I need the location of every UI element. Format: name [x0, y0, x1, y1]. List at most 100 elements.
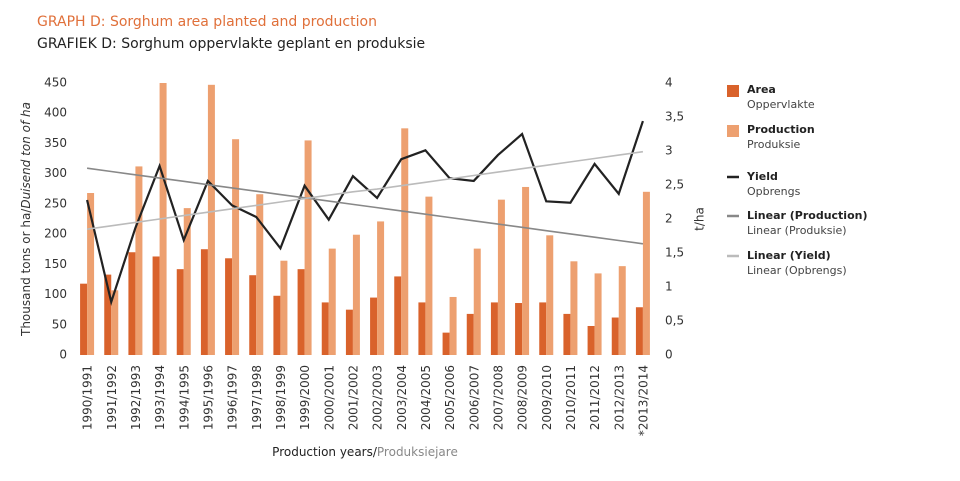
- line-series: [86, 167, 644, 245]
- bar: [225, 258, 233, 355]
- bar: [515, 303, 523, 355]
- y-tick-label: 450: [44, 76, 67, 90]
- legend-label: Linear (Yield): [747, 249, 831, 262]
- bar: [394, 276, 402, 355]
- bar: [466, 313, 474, 355]
- x-tick-label: 1992/1993: [129, 365, 143, 430]
- x-label-af: Produksiejare: [377, 445, 458, 459]
- y2-tick-label: 2,5: [665, 178, 684, 192]
- y2-tick-label: 2: [665, 212, 673, 226]
- x-tick-label: 1993/1994: [153, 365, 167, 430]
- x-tick-label: 1995/1996: [201, 365, 215, 430]
- y-tick-label: 50: [52, 317, 67, 331]
- x-tick-label: 2008/2009: [516, 365, 530, 430]
- x-tick-label: 2004/2005: [419, 365, 433, 430]
- bar: [183, 208, 191, 355]
- bar: [563, 313, 571, 355]
- y-tick-label: 400: [44, 106, 67, 120]
- bar: [328, 248, 336, 355]
- bar: [490, 302, 498, 355]
- bar: [207, 84, 215, 356]
- x-tick-label: 2009/2010: [540, 365, 554, 430]
- bar: [611, 317, 619, 355]
- x-tick-label: 2006/2007: [467, 365, 481, 430]
- y-tick-label: 150: [44, 257, 67, 271]
- legend-label: Yield: [746, 170, 778, 183]
- x-tick-label: 2011/2012: [588, 365, 602, 430]
- x-tick-label: 1998/1999: [274, 365, 288, 430]
- bar: [256, 194, 264, 355]
- legend-swatch: [727, 85, 739, 97]
- bar: [352, 234, 360, 355]
- x-tick-label: 2002/2003: [371, 365, 385, 430]
- chart-subtitle: GRAFIEK D: Sorghum oppervlakte geplant e…: [37, 36, 425, 52]
- bar: [273, 295, 281, 355]
- bar: [280, 260, 288, 355]
- y-label-af: Duisend ton of ha: [19, 102, 33, 209]
- y-tick-label: 250: [44, 196, 67, 210]
- x-tick-label: 2005/2006: [443, 365, 457, 430]
- line-series: [86, 150, 644, 230]
- bar: [135, 166, 143, 355]
- x-axis-label: Production years/Produksiejare: [272, 445, 458, 459]
- y-tick-label: 350: [44, 136, 67, 150]
- bar: [128, 252, 136, 355]
- bar: [642, 191, 650, 355]
- legend-sublabel: Oppervlakte: [747, 98, 815, 111]
- bar: [249, 275, 257, 355]
- bar: [497, 199, 505, 355]
- bar: [200, 249, 208, 355]
- x-tick-label: 2003/2004: [395, 365, 409, 430]
- legend-label: Linear (Production): [747, 209, 868, 222]
- bar: [111, 290, 119, 355]
- x-tick-label: 2012/2013: [612, 365, 626, 430]
- bar: [618, 266, 626, 355]
- x-tick-label: 1994/1995: [177, 365, 191, 430]
- bar: [594, 273, 602, 355]
- bar: [425, 196, 433, 355]
- y2-tick-label: 1,5: [665, 246, 684, 260]
- x-tick-label: 2007/2008: [491, 365, 505, 430]
- bar: [587, 325, 595, 355]
- legend-sublabel: Produksie: [747, 138, 801, 151]
- bar: [418, 302, 426, 355]
- bar: [522, 186, 530, 355]
- bar: [321, 302, 329, 355]
- x-tick-label: 1991/1992: [105, 365, 119, 430]
- y-axis-label: Thousand tons or ha/Duisend ton of ha: [19, 102, 33, 337]
- bar: [297, 269, 305, 355]
- bar: [449, 296, 457, 355]
- legend-sublabel: Linear (Produksie): [747, 224, 847, 237]
- y2-tick-label: 4: [665, 76, 673, 90]
- chart-title: GRAPH D: Sorghum area planted and produc…: [37, 14, 377, 30]
- line-series: [86, 120, 644, 307]
- x-tick-label: *2013/2014: [636, 365, 650, 436]
- legend-label: Production: [747, 123, 815, 136]
- legend-label: Area: [747, 83, 776, 96]
- y2-tick-label: 3,5: [665, 110, 684, 124]
- bar: [539, 302, 547, 355]
- y-tick-label: 0: [59, 348, 67, 362]
- bar: [345, 309, 353, 355]
- bar: [635, 307, 643, 355]
- y2-tick-label: 1: [665, 280, 673, 294]
- bar: [87, 193, 95, 355]
- bar: [80, 283, 88, 355]
- bar: [152, 256, 160, 355]
- x-tick-label: 1999/2000: [298, 365, 312, 430]
- y2-axis-label: t/ha: [693, 207, 707, 231]
- y-tick-label: 100: [44, 287, 67, 301]
- bar: [570, 261, 578, 355]
- y-tick-label: 200: [44, 227, 67, 241]
- y2-tick-label: 0: [665, 348, 673, 362]
- bar: [104, 274, 112, 355]
- x-tick-label: 1990/1991: [81, 365, 95, 430]
- x-tick-label: 1997/1998: [250, 365, 264, 430]
- legend-sublabel: Linear (Opbrengs): [747, 264, 847, 277]
- legend-sublabel: Opbrengs: [747, 185, 801, 198]
- y-label-en: Thousand tons or ha/: [19, 208, 33, 337]
- bar: [176, 269, 184, 355]
- x-tick-label: 2001/2002: [346, 365, 360, 430]
- bar: [304, 140, 312, 355]
- x-tick-label: 1996/1997: [226, 365, 240, 430]
